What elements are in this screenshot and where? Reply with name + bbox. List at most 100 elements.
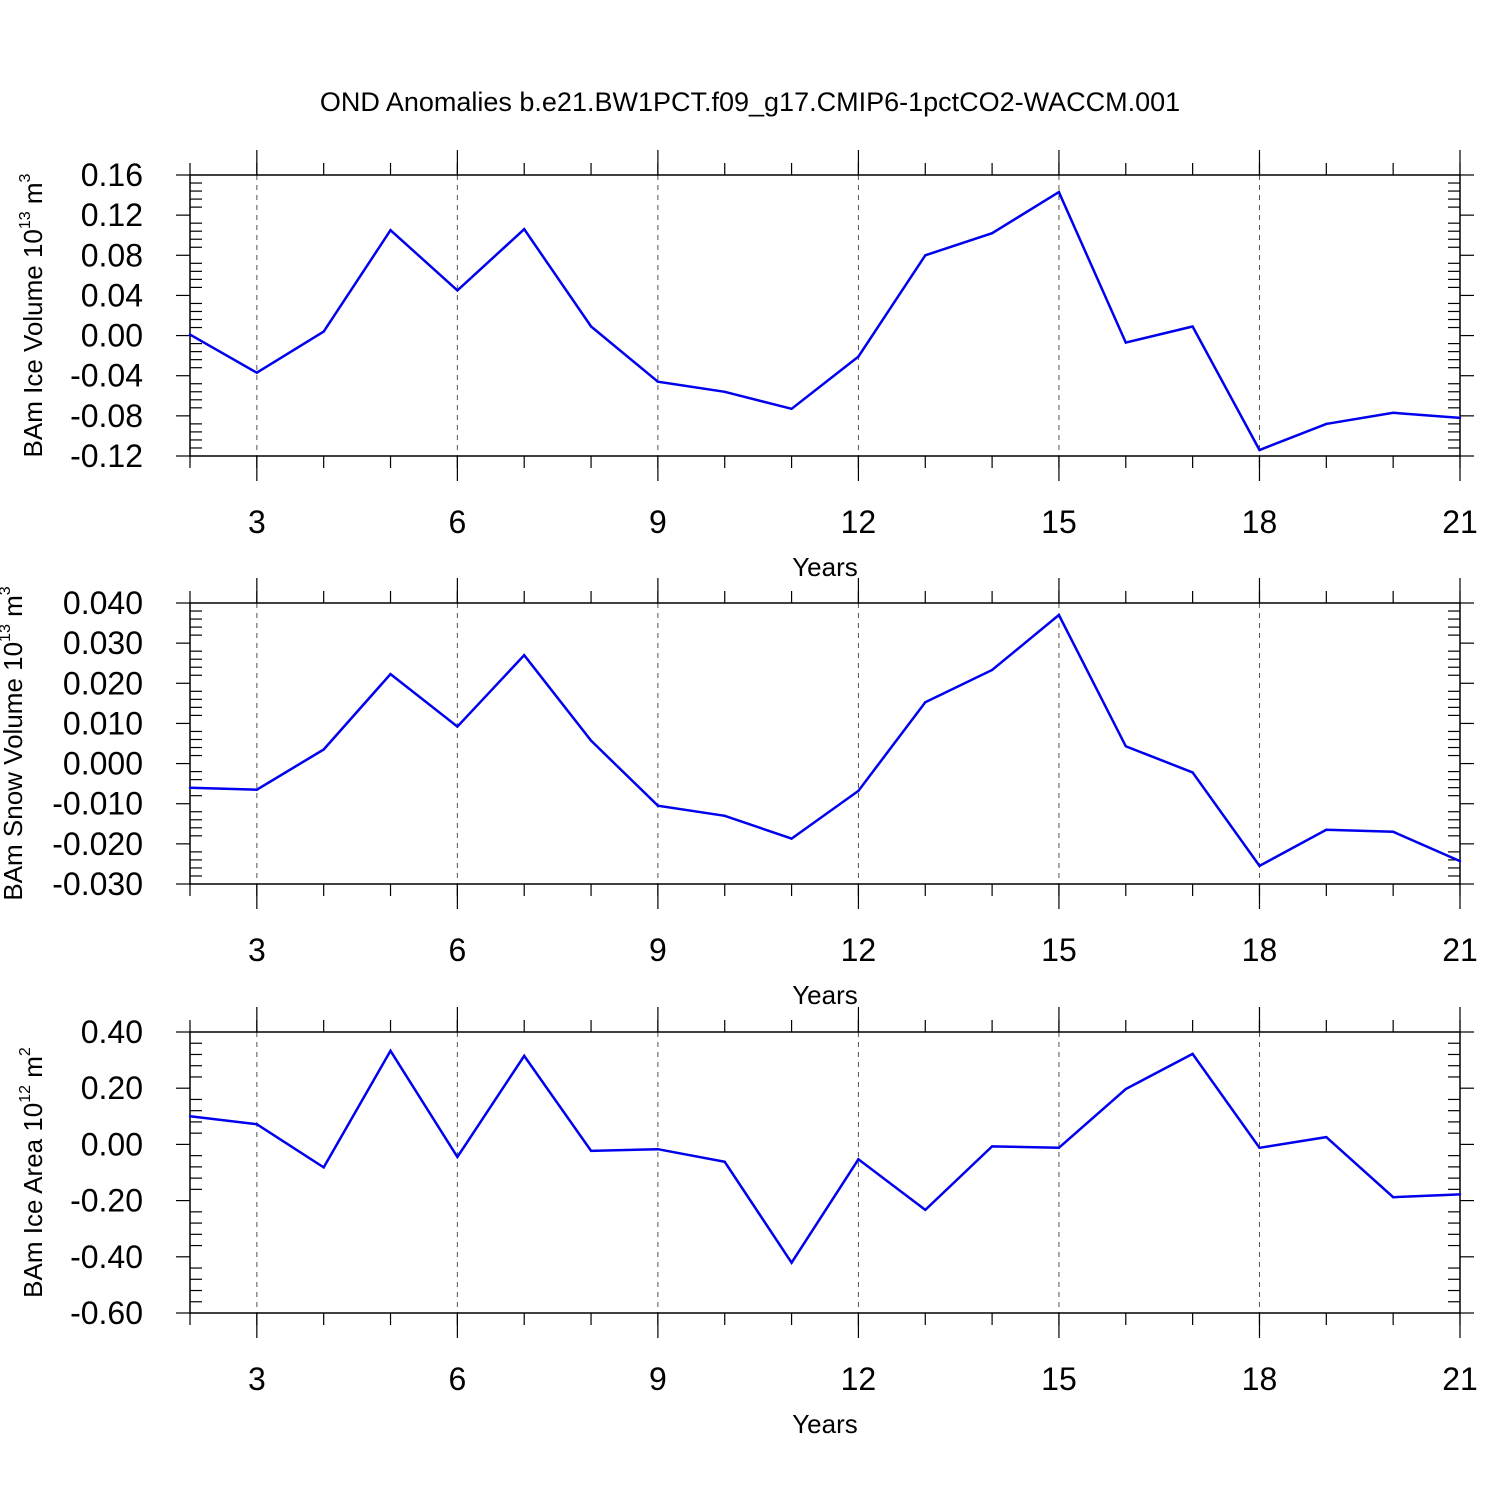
y-tick-label: 0.08: [81, 237, 143, 273]
x-tick-label: 18: [1242, 932, 1278, 968]
data-point: [1124, 745, 1127, 748]
y-tick-label: 0.000: [63, 746, 143, 782]
x-tick-label: 12: [841, 932, 877, 968]
data-point: [990, 1145, 994, 1148]
panel-ice-volume: -0.12 -0.08 -0.04 0.00 0.04 0.08 0.12 0.16 3 6 9 12…: [17, 150, 1478, 582]
y-axis-label-unit: m: [18, 182, 48, 211]
data-point: [857, 789, 860, 793]
data-point: [656, 804, 660, 807]
y-axis-label-exp: 13: [17, 211, 34, 229]
data-point: [790, 1261, 793, 1264]
y-axis-label-main: BAm Snow Volume 10: [0, 642, 28, 901]
y-tick-label: -0.04: [70, 358, 143, 394]
y-axis-label-unit: m: [0, 595, 28, 624]
data-point: [857, 355, 860, 358]
data-point: [456, 725, 459, 728]
data-point: [589, 739, 593, 742]
y-axis-label: BAm Snow Volume 1013 m3: [0, 586, 28, 900]
y-tick-label: -0.60: [70, 1295, 143, 1331]
y-tick-label: 0.040: [63, 585, 143, 621]
x-tick-label: 9: [649, 504, 667, 540]
x-tick-label: 12: [841, 1361, 877, 1397]
data-point: [857, 1158, 860, 1161]
panel-snow-volume: -0.030 -0.020 -0.010 0.000 0.010 0.020 0.030 0.…: [0, 578, 1478, 1010]
plot-frame: [189, 602, 1461, 885]
data-point: [389, 1049, 392, 1053]
plot-frame: [189, 174, 1461, 457]
x-tick-label: 9: [649, 932, 667, 968]
data-point: [723, 390, 726, 393]
data-point: [656, 380, 660, 383]
series-line: [189, 613, 1461, 868]
y-axis-label-exp: 12: [17, 1085, 34, 1103]
x-tick-label: 3: [248, 504, 266, 540]
data-point: [456, 1155, 459, 1159]
y-tick-label: 0.20: [81, 1070, 143, 1106]
x-tick-label: 18: [1242, 504, 1278, 540]
y-tick-label: 0.00: [81, 1126, 143, 1162]
series-line: [189, 190, 1461, 452]
data-point: [1391, 1196, 1395, 1199]
x-axis-label: Years: [792, 980, 858, 1010]
data-point: [1057, 613, 1061, 617]
data-point: [1191, 1052, 1194, 1056]
y-tick-label: -0.20: [70, 1183, 143, 1219]
data-point: [1124, 341, 1127, 344]
data-point: [523, 227, 526, 231]
data-point: [1258, 1146, 1261, 1149]
x-axis-label: Years: [792, 1409, 858, 1439]
y-axis-label-unit-exp: 2: [17, 1047, 34, 1056]
data-point: [1325, 1135, 1328, 1139]
data-point: [389, 672, 392, 676]
y-tick-label: 0.40: [81, 1014, 143, 1050]
data-point: [790, 407, 793, 411]
y-axis-label-exp: 13: [0, 624, 14, 642]
data-point: [322, 330, 325, 333]
data-point: [389, 228, 392, 232]
data-point: [990, 668, 994, 672]
data-point: [1124, 1087, 1127, 1091]
data-point: [723, 814, 726, 817]
data-point: [322, 1166, 325, 1169]
data-point: [1325, 828, 1328, 832]
data-point: [1458, 416, 1462, 420]
x-tick-label: 15: [1041, 504, 1077, 540]
data-point: [589, 325, 593, 328]
y-tick-label: -0.40: [70, 1239, 143, 1275]
y-tick-label: 0.16: [81, 157, 143, 193]
x-tick-label: 15: [1041, 1361, 1077, 1397]
y-axis-label: BAm Ice Area 1012 m2: [17, 1047, 48, 1298]
y-axis-label: BAm Ice Volume 1013 m3: [17, 173, 48, 457]
data-point: [188, 333, 192, 336]
data-point: [255, 1122, 259, 1126]
data-point: [656, 1147, 660, 1151]
x-tick-label: 6: [448, 1361, 466, 1397]
y-tick-label: 0.030: [63, 625, 143, 661]
x-tick-label: 3: [248, 932, 266, 968]
data-point: [456, 289, 459, 292]
data-point: [255, 371, 259, 374]
panel-ice-area: -0.60 -0.40 -0.20 0.00 0.20 0.40 3 6 9 12 15 18 21 Ye…: [17, 1007, 1478, 1439]
data-point: [188, 786, 192, 789]
data-point: [924, 700, 927, 704]
y-tick-label: -0.030: [52, 866, 143, 902]
x-tick-label: 3: [248, 1361, 266, 1397]
x-tick-label: 12: [841, 504, 877, 540]
data-point: [1391, 411, 1395, 415]
y-tick-label: 0.020: [63, 665, 143, 701]
series-line: [189, 1048, 1461, 1265]
y-axis-label-main: BAm Ice Area 10: [18, 1103, 48, 1298]
data-point: [1258, 864, 1261, 868]
data-point: [1325, 422, 1328, 426]
x-tick-label: 18: [1242, 1361, 1278, 1397]
x-tick-label: 21: [1442, 1361, 1478, 1397]
y-axis-label-unit-exp: 3: [0, 586, 14, 595]
data-point: [188, 1115, 192, 1118]
data-point: [790, 837, 793, 840]
x-tick-label: 9: [649, 1361, 667, 1397]
data-point: [1191, 325, 1194, 328]
data-point: [1458, 859, 1462, 863]
x-tick-label: 15: [1041, 932, 1077, 968]
data-point: [1057, 1146, 1061, 1149]
